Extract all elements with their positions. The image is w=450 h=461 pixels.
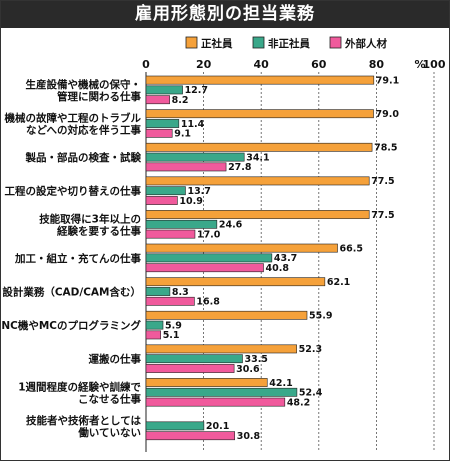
legend-label: 正社員 <box>201 37 233 50</box>
value-label: 17.0 <box>197 229 221 240</box>
category-label: 加工・組立・充てんの仕事 <box>14 252 141 265</box>
bar <box>145 421 205 431</box>
category-label: 生産設備や機械の保守・ <box>26 78 142 91</box>
category-label: 工程の設定や切り替えの仕事 <box>5 185 142 198</box>
value-label: 66.5 <box>340 243 363 254</box>
value-label: 20.1 <box>206 421 229 432</box>
bar <box>145 287 171 296</box>
value-label: 10.9 <box>179 196 202 207</box>
tick-label: 20 <box>196 58 212 71</box>
bar <box>145 85 183 95</box>
bar <box>145 152 245 162</box>
bar <box>145 229 196 239</box>
value-label: 48.2 <box>287 397 310 408</box>
value-label: 8.3 <box>172 287 189 298</box>
bar <box>145 219 218 229</box>
value-label: 62.1 <box>327 277 350 288</box>
bar <box>145 119 180 128</box>
value-label: 52.3 <box>299 344 322 355</box>
bar <box>145 75 375 85</box>
unit-label: % <box>414 58 425 71</box>
value-label: 5.9 <box>165 320 182 331</box>
value-label: 34.1 <box>246 152 269 163</box>
value-label: 16.8 <box>196 297 220 308</box>
bar <box>145 186 186 196</box>
category-label: 管理に関わる仕事 <box>57 90 141 103</box>
bar <box>145 330 161 340</box>
category-label: 働いていない <box>77 426 141 439</box>
bar <box>145 310 308 320</box>
legend-label: 外部人材 <box>344 37 387 50</box>
value-label: 79.1 <box>376 75 399 86</box>
category-label: 設計業務（CAD/CAM含む） <box>2 286 141 299</box>
value-label: 12.7 <box>185 85 208 96</box>
chart-title: 雇用形態別の担当業務 <box>1 1 449 28</box>
legend: 正社員 非正社員 外部人材 <box>185 36 387 50</box>
value-label: 13.7 <box>187 186 210 197</box>
value-label: 30.8 <box>237 431 261 442</box>
bar <box>145 364 235 373</box>
value-label: 79.0 <box>376 109 400 120</box>
tick-label: 100 <box>423 58 446 71</box>
category-label: などへの対応を伴う工事 <box>26 124 141 137</box>
tick-label: 40 <box>254 58 270 71</box>
bar <box>145 162 227 172</box>
bar <box>145 320 164 330</box>
value-label: 42.1 <box>269 378 292 389</box>
category-label: こなせる仕事 <box>78 392 141 405</box>
value-label: 55.9 <box>309 311 332 322</box>
bar <box>145 95 170 105</box>
value-label: 77.5 <box>371 176 394 187</box>
value-label: 77.5 <box>371 210 394 221</box>
value-label: 11.4 <box>181 119 205 130</box>
bar <box>145 354 243 364</box>
category-label: 技能者や技術者としては <box>26 414 141 427</box>
bar <box>145 397 286 407</box>
bar <box>145 210 370 219</box>
tick-label: 60 <box>311 58 327 71</box>
value-label: 5.1 <box>163 330 180 341</box>
bar <box>145 263 264 273</box>
category-label: 1週間程度の経験や訓練で <box>18 380 141 393</box>
value-label: 43.7 <box>274 253 297 264</box>
legend-swatch <box>329 36 342 49</box>
bar <box>145 344 297 354</box>
bar <box>145 128 173 138</box>
value-label: 9.1 <box>174 129 191 140</box>
bar <box>145 378 268 387</box>
bar <box>145 109 374 119</box>
category-label: NC機やMCのプログラミング <box>1 319 141 332</box>
category-label: 機械の故障や工程のトラブル <box>5 112 142 125</box>
bar <box>145 196 178 205</box>
bar <box>145 431 236 441</box>
legend-label: 非正社員 <box>268 37 310 50</box>
category-labels: 生産設備や機械の保守・管理に関わる仕事機械の故障や工程のトラブルなどへの対応を伴… <box>1 78 141 439</box>
category-label: 運搬の仕事 <box>89 353 142 366</box>
legend-swatch <box>252 36 265 49</box>
bars: 79.1 12.78.2 79.0 11.49.1 78.5 34.127.8 77.5 13… <box>145 75 400 442</box>
value-label: 40.8 <box>266 263 290 274</box>
bar <box>145 296 195 306</box>
bar <box>145 387 298 397</box>
category-label: 製品・部品の検査・試験 <box>25 151 142 164</box>
value-label: 78.5 <box>374 143 397 154</box>
value-label: 33.5 <box>244 354 267 365</box>
value-label: 8.2 <box>172 95 189 106</box>
tick-label: 80 <box>369 58 385 71</box>
value-label: 24.6 <box>219 220 243 231</box>
category-label: 技能取得に3年以上の <box>39 212 141 225</box>
tick-label: 0 <box>142 58 150 71</box>
value-label: 27.8 <box>228 162 252 173</box>
value-label: 30.6 <box>236 364 260 375</box>
bar <box>145 176 370 186</box>
x-axis-ticks: 0 20 40 60 80 100% <box>142 58 446 71</box>
bar <box>145 277 326 287</box>
legend-swatch <box>185 36 198 49</box>
bar <box>145 253 273 263</box>
bar <box>145 142 373 152</box>
value-label: 52.4 <box>299 388 323 399</box>
category-label: 経験を要する仕事 <box>57 224 141 237</box>
bar <box>145 243 338 253</box>
